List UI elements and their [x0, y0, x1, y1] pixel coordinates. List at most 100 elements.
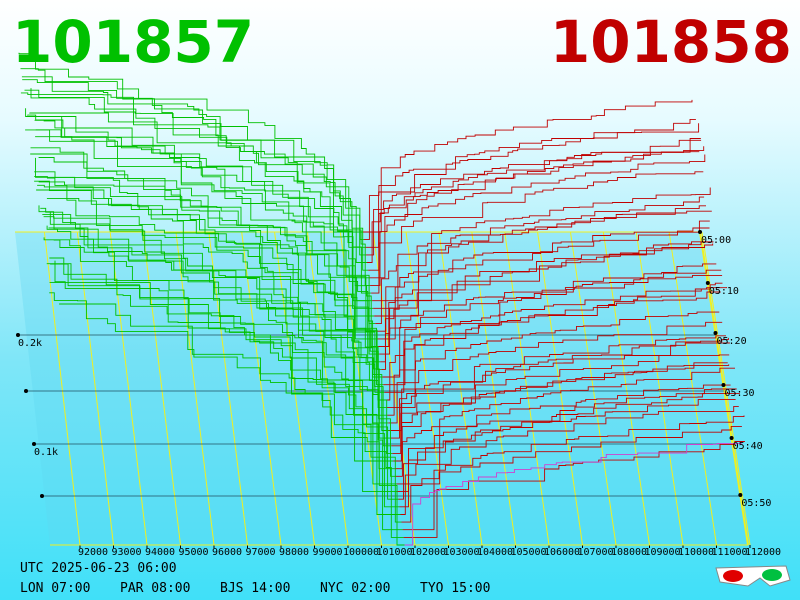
bid-curve — [53, 239, 397, 485]
price-label: 110000 — [678, 547, 714, 558]
depth-curves — [18, 52, 745, 546]
bid-curve — [38, 181, 382, 370]
ask-curve — [395, 384, 731, 477]
zone-time: TYO 15:00 — [420, 581, 490, 596]
bid-curve — [34, 180, 386, 401]
price-label: 101000 — [376, 547, 412, 558]
bid-curve — [24, 89, 366, 256]
time-label: 05:20 — [716, 336, 746, 347]
bid-price: 101857 — [12, 8, 254, 76]
ask-curve — [402, 415, 745, 531]
time-label: 05:50 — [741, 498, 771, 509]
price-label: 95000 — [178, 547, 208, 558]
bid-curve — [20, 92, 367, 263]
depth-dot — [40, 494, 44, 498]
ask-curve — [389, 335, 726, 431]
bid-curve — [59, 303, 405, 546]
price-label: 93000 — [111, 547, 141, 558]
depth-label: 0.2k — [18, 338, 42, 349]
bid-curve — [49, 257, 402, 523]
time-label: 05:30 — [724, 388, 754, 399]
bid-curve — [36, 189, 388, 416]
price-label: 112000 — [745, 547, 781, 558]
ask-curve — [371, 171, 704, 294]
bid-curve — [35, 157, 383, 378]
bid-curve — [46, 197, 390, 431]
ask-curve — [380, 243, 714, 363]
ask-curve — [382, 269, 722, 378]
depth-dot — [16, 333, 20, 337]
grid-line — [504, 231, 550, 546]
price-label: 94000 — [145, 547, 175, 558]
ask-price: 101858 — [550, 8, 792, 76]
ask-curve — [383, 274, 723, 386]
ask-curve — [385, 291, 721, 401]
bid-curve — [30, 147, 381, 363]
bid-curve — [40, 207, 391, 439]
price-label: 106000 — [544, 547, 580, 558]
grid-line — [438, 231, 483, 546]
price-label: 104000 — [477, 547, 513, 558]
bid-curve — [30, 88, 371, 286]
depth-dot — [24, 389, 28, 393]
bid-curve — [43, 237, 398, 493]
ask-curve — [394, 362, 728, 470]
bid-curve — [46, 263, 400, 508]
ask-curve — [384, 282, 723, 393]
ask-curve — [397, 388, 737, 493]
price-label: 102000 — [410, 547, 446, 558]
bid-curve — [35, 136, 376, 325]
grid-line — [635, 231, 684, 546]
ask-curve — [404, 443, 742, 546]
ask-curve — [365, 123, 700, 248]
utc-time: UTC 2025-06-23 06:00 — [20, 561, 177, 576]
price-label: 100000 — [343, 547, 379, 558]
depth-label: 0.1k — [34, 447, 58, 458]
zone-time: LON 07:00 — [20, 581, 90, 596]
time-dot — [698, 230, 702, 234]
price-label: 108000 — [611, 547, 647, 558]
ask-curve — [373, 196, 705, 309]
grid-line — [405, 231, 449, 546]
ask-curve — [399, 393, 740, 508]
time-label: 05:10 — [709, 286, 739, 297]
bid-curve — [18, 52, 365, 248]
bid-curve — [20, 68, 363, 233]
grid-line — [339, 231, 382, 546]
grid-line — [701, 231, 751, 546]
price-label: 107000 — [577, 547, 613, 558]
time-dot — [729, 436, 734, 440]
ask-curve — [370, 154, 706, 286]
grid-line — [43, 231, 81, 546]
time-label: 05:40 — [733, 441, 763, 452]
grid-line — [208, 231, 248, 546]
ask-curve — [363, 99, 693, 233]
ask-curve — [381, 263, 717, 370]
zone-time: PAR 08:00 — [120, 581, 190, 596]
ask-curve — [369, 146, 705, 279]
grid-line — [241, 231, 282, 546]
ask-curve — [386, 287, 728, 409]
bid-curve — [37, 184, 387, 409]
ask-curve — [375, 210, 712, 325]
bid-curve — [50, 263, 401, 515]
bid-curve — [42, 214, 392, 447]
ask-curve — [390, 337, 729, 439]
ask-curve — [396, 367, 735, 485]
ask-curve — [372, 187, 711, 302]
ask-curve — [376, 220, 710, 332]
ask-curve — [377, 227, 710, 340]
depth-dot — [32, 442, 36, 446]
ask-curve — [379, 241, 714, 355]
price-label: 103000 — [443, 547, 479, 558]
price-label: 98000 — [279, 547, 309, 558]
price-label: 99000 — [312, 547, 342, 558]
grid-line — [76, 231, 114, 546]
grid-line — [175, 231, 215, 546]
zone-time: BJS 14:00 — [220, 581, 290, 596]
time-dot — [721, 383, 726, 387]
ask-curve — [374, 205, 706, 317]
ask-curve — [387, 311, 720, 416]
